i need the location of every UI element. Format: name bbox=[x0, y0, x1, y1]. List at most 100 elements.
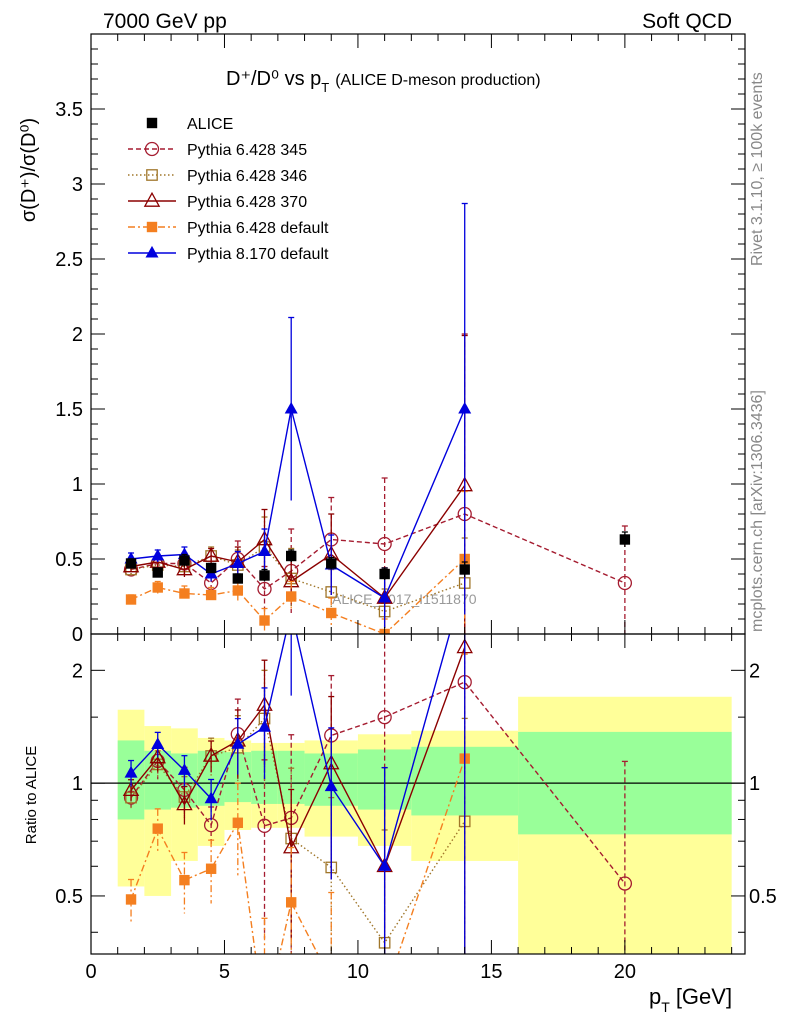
axes: 00.511.522.533.50.5 0.51 12 20 5 10 15 20 bbox=[55, 33, 777, 983]
legend-marker-5 bbox=[145, 245, 159, 258]
plot-title: D⁺/D⁰ vs pT (ALICE D-meson production) bbox=[226, 68, 541, 95]
series-3-point bbox=[202, 546, 220, 562]
series-5-point bbox=[378, 590, 392, 603]
series-0-point bbox=[125, 558, 137, 569]
series-1-ratio-line bbox=[130, 681, 626, 884]
y-axis-label-top: σ(D⁺)/σ(D⁰) bbox=[18, 118, 40, 222]
x-tick-label: 5 bbox=[219, 961, 230, 983]
header-left: 7000 GeV pp bbox=[103, 10, 227, 33]
ratio-y-tick-label-left: 1 bbox=[72, 773, 83, 795]
series-0-point bbox=[379, 568, 390, 580]
series-0-point bbox=[619, 534, 631, 545]
legend-label-1: Pythia 6.428 345 bbox=[187, 142, 307, 159]
header-right: Soft QCD bbox=[642, 10, 732, 33]
series-4-point bbox=[259, 615, 270, 626]
y-axis-label-bottom: Ratio to ALICE bbox=[23, 746, 40, 844]
ratio-y-tick-label-right: 2 bbox=[749, 660, 760, 682]
y-tick-label: 0 bbox=[72, 624, 83, 646]
series-0-point bbox=[152, 567, 163, 578]
ratio-plot bbox=[122, 634, 633, 1024]
series-3-ratio-point bbox=[149, 748, 166, 764]
series-4-point bbox=[179, 588, 190, 599]
series-4-point bbox=[125, 594, 137, 605]
legend-label-5: Pythia 8.170 default bbox=[187, 246, 329, 263]
ratio-y-tick-label-right: 1 bbox=[749, 773, 760, 795]
x-tick-label: 0 bbox=[85, 961, 96, 983]
series-5-point bbox=[231, 556, 245, 569]
series-0-point bbox=[205, 562, 217, 574]
side-text-bottom: mcplots.cern.ch [arXiv:1306.3436] bbox=[749, 390, 766, 632]
legend-marker-4 bbox=[146, 221, 158, 233]
series-4-point bbox=[286, 591, 297, 602]
series-5-ratio-line bbox=[130, 634, 451, 868]
series-1-ratio-point bbox=[617, 876, 633, 891]
series-0-point bbox=[286, 550, 297, 562]
series-5-point bbox=[151, 548, 165, 561]
series-1-ratio-point bbox=[257, 818, 272, 833]
ratio-y-tick-label-left: 2 bbox=[72, 660, 83, 682]
side-text-top: Rivet 3.1.10, ≥ 100k events bbox=[749, 72, 766, 266]
legend-marker-1 bbox=[144, 141, 160, 157]
series-4-ratio-point bbox=[286, 897, 297, 908]
series-0-point bbox=[232, 573, 244, 584]
series-3-point bbox=[149, 552, 166, 568]
series-2-ratio-line bbox=[130, 717, 466, 945]
series-0-point bbox=[259, 570, 270, 581]
legend-marker-0 bbox=[146, 117, 158, 129]
series-1-point bbox=[377, 536, 392, 552]
legend-marker-3 bbox=[143, 191, 161, 207]
series-4-ratio-point bbox=[205, 863, 217, 874]
x-tick-label: 20 bbox=[614, 961, 636, 983]
y-tick-label: 2.5 bbox=[55, 249, 83, 271]
y-tick-label: 1.5 bbox=[55, 399, 83, 421]
y-tick-label: 3.5 bbox=[55, 99, 83, 121]
series-5-point bbox=[258, 544, 272, 557]
series-4-point bbox=[326, 607, 337, 619]
series-4-point bbox=[232, 585, 244, 596]
series-1-point bbox=[257, 581, 272, 597]
bottom-frame bbox=[90, 633, 746, 955]
series-5-point bbox=[284, 401, 298, 414]
legend-label-4: Pythia 6.428 default bbox=[187, 220, 329, 237]
analysis-watermark: ALICE_2017_I1511870 bbox=[332, 591, 477, 607]
series-1-point bbox=[617, 575, 633, 591]
series-4-point bbox=[205, 589, 217, 601]
series-3-ratio-point bbox=[176, 795, 193, 811]
series-4-ratio-line bbox=[130, 758, 466, 954]
y-tick-label: 2 bbox=[72, 324, 83, 346]
y-tick-label: 1 bbox=[72, 474, 83, 496]
series-5-ratio-point bbox=[151, 737, 165, 750]
legend-label-0: ALICE bbox=[187, 116, 233, 133]
series-5-line bbox=[130, 408, 466, 600]
legend-marker-2 bbox=[146, 169, 158, 181]
series-5-ratio-point bbox=[177, 763, 191, 775]
y-tick-label: 0.5 bbox=[55, 549, 83, 571]
series-1-ratio-point bbox=[377, 709, 392, 725]
series-3-point bbox=[176, 560, 193, 576]
legend-label-2: Pythia 6.428 346 bbox=[187, 168, 307, 185]
series-5-ratio-point bbox=[124, 765, 138, 778]
ratio-y-tick-label-left: 0.5 bbox=[55, 886, 83, 908]
series-0-point bbox=[459, 564, 470, 575]
series-4-point bbox=[152, 582, 163, 593]
series-5-point bbox=[458, 401, 472, 414]
top-plot bbox=[122, 202, 633, 634]
ratio-y-tick-label-right: 0.5 bbox=[749, 886, 777, 908]
legend-label-3: Pythia 6.428 370 bbox=[187, 194, 307, 211]
x-tick-label: 15 bbox=[480, 961, 502, 983]
series-5-ratio-point bbox=[231, 737, 245, 749]
series-3-line bbox=[130, 485, 466, 600]
y-tick-label: 3 bbox=[72, 174, 83, 196]
legend: ALICE Pythia 6.428 345 Pythia 6.428 346 Pyt… bbox=[128, 116, 329, 263]
series-0-point bbox=[326, 558, 337, 569]
series-4-ratio-point bbox=[179, 874, 190, 886]
series-4-ratio-point bbox=[259, 1017, 269, 1024]
series-4-ratio-point bbox=[326, 975, 336, 985]
series-0-point bbox=[179, 555, 190, 566]
x-axis-label: pT [GeV] bbox=[649, 984, 732, 1015]
series-3-ratio-line bbox=[130, 647, 466, 869]
x-tick-label: 10 bbox=[347, 961, 369, 983]
ratio-bands bbox=[91, 696, 745, 954]
series-3-ratio-point bbox=[122, 781, 140, 797]
